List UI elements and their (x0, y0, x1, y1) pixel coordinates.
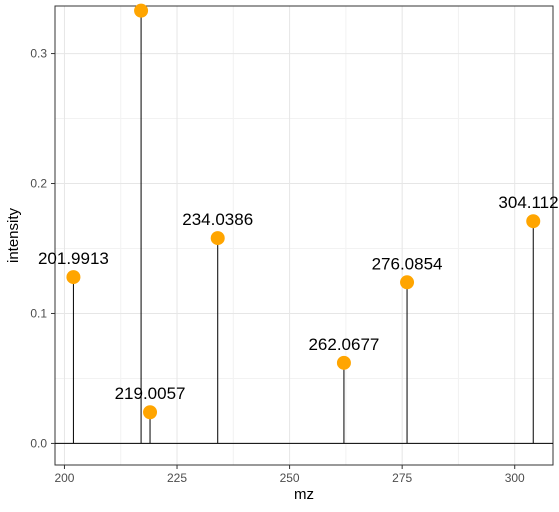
peak-label: 219.0057 (115, 384, 186, 403)
x-tick-label: 300 (505, 471, 525, 485)
data-labels: 201.9913 217.0170 219.0057 234.0386 262.0677… (38, 0, 559, 403)
axes: 0.0 0.1 0.2 0.3 200 225 250 275 300 (30, 6, 553, 485)
x-axis-title: mz (294, 486, 314, 503)
x-tick-label: 225 (167, 471, 187, 485)
peak-label: 201.9913 (38, 249, 109, 268)
x-tick-label: 275 (392, 471, 412, 485)
peak-point (337, 356, 351, 370)
peak-point (526, 214, 540, 228)
peak-point (143, 405, 157, 419)
peak-point (134, 4, 148, 18)
peak-label: 276.0854 (372, 254, 443, 273)
y-axis-title: intensity (5, 207, 22, 263)
y-tick-label: 0.2 (30, 177, 47, 191)
y-tick-label: 0.0 (30, 436, 47, 450)
peak-label: 234.0386 (182, 210, 253, 229)
y-tick-label: 0.1 (30, 306, 47, 320)
peak-label: 304.1124 (498, 193, 559, 212)
peak-label: 217.0170 (106, 0, 177, 2)
x-tick-label: 200 (54, 471, 74, 485)
x-tick-label: 250 (280, 471, 300, 485)
peak-point (66, 270, 80, 284)
points (66, 4, 540, 420)
peak-point (400, 275, 414, 289)
peak-point (211, 231, 225, 245)
y-tick-label: 0.3 (30, 47, 47, 61)
peak-label: 262.0677 (308, 335, 379, 354)
